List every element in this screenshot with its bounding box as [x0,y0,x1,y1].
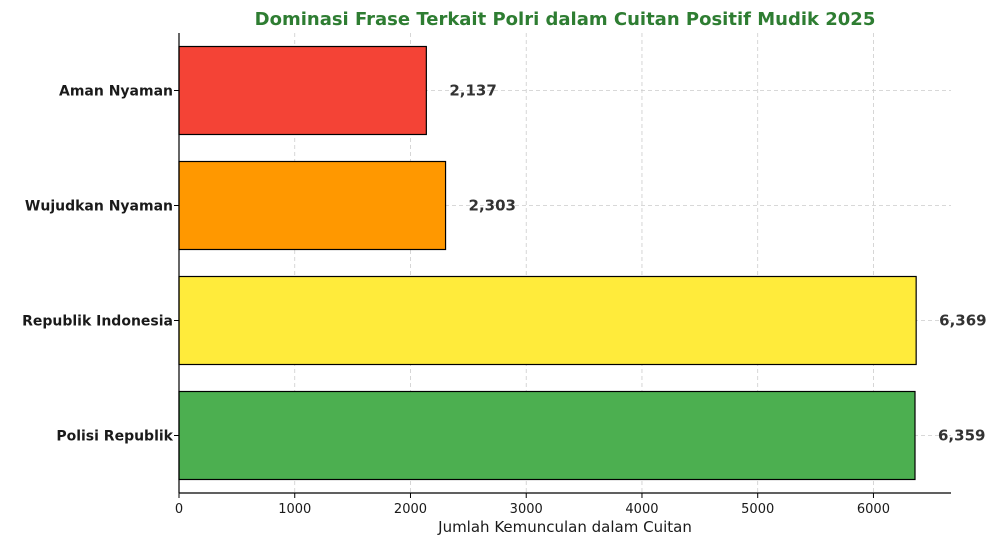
x-tick-label: 2000 [394,502,427,517]
category-label: Polisi Republik [56,429,173,445]
x-axis-label: Jumlah Kemunculan dalam Cuitan [437,518,692,536]
category-label: Republik Indonesia [22,314,173,330]
x-tick-label: 6000 [857,502,890,517]
bars: 2,137 2,303 6,369 6,359 [178,45,987,481]
bar-value-label: 2,137 [449,82,496,100]
bar-value-label: 6,369 [939,312,986,330]
category-label: Wujudkan Nyaman [25,199,173,215]
axes: 0 1000 2000 3000 4000 5000 6000 Aman Nyaman Wuju… [22,33,951,517]
bar-republik-indonesia [178,275,917,366]
bar-polisi-republik [178,390,916,481]
x-tick-label: 0 [175,502,183,517]
x-tick-label: 4000 [625,502,658,517]
x-tick-label: 5000 [741,502,774,517]
bar-value-label: 2,303 [469,197,516,215]
bar-wujudkan-nyaman [178,160,447,251]
x-tick-label: 3000 [510,502,543,517]
x-tick-label: 1000 [278,502,311,517]
bar-value-label: 6,359 [938,427,985,445]
bar-aman-nyaman [178,45,427,136]
category-label: Aman Nyaman [59,84,173,100]
chart-title: Dominasi Frase Terkait Polri dalam Cuita… [255,9,876,30]
